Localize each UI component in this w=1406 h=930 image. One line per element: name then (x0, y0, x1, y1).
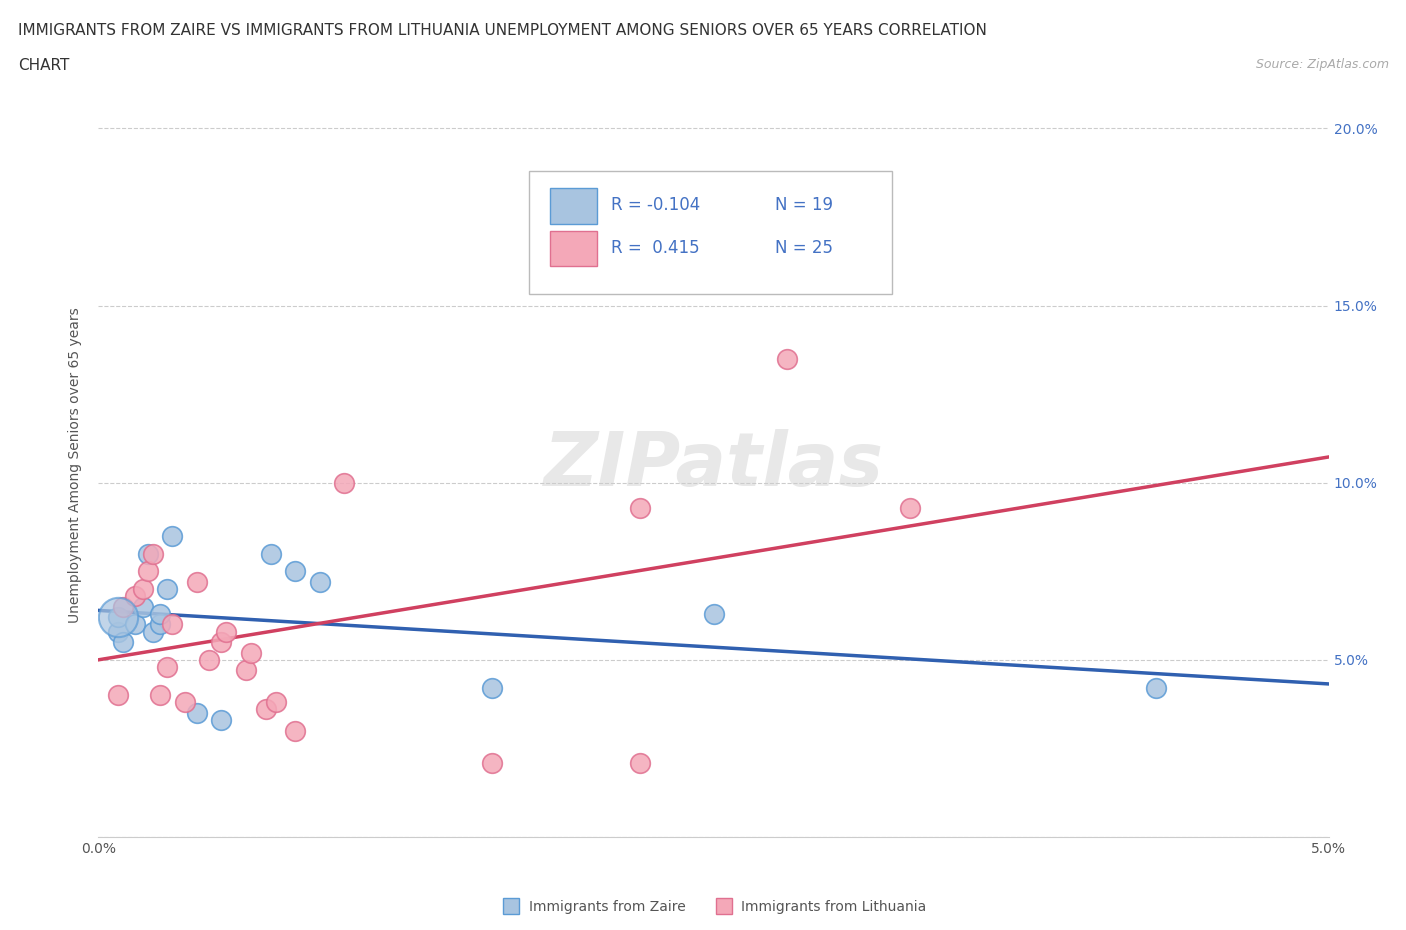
Point (142, 624, 165, 639)
Point (112, 634, 135, 649)
Point (284, 724, 307, 738)
FancyBboxPatch shape (550, 188, 596, 224)
Point (309, 575, 332, 590)
Point (132, 599, 155, 614)
Point (149, 606, 172, 621)
Point (149, 617, 172, 631)
Text: R =  0.415: R = 0.415 (612, 239, 700, 257)
Point (481, 755, 503, 770)
Text: CHART: CHART (18, 58, 70, 73)
Point (239, 645, 263, 660)
Point (703, 606, 725, 621)
Point (107, 610, 129, 625)
Point (107, 610, 129, 625)
Text: N = 19: N = 19 (775, 196, 834, 214)
Point (156, 659, 179, 674)
Point (124, 617, 146, 631)
Point (142, 546, 165, 561)
Y-axis label: Unemployment Among Seniors over 65 years: Unemployment Among Seniors over 65 years (69, 307, 83, 623)
Point (211, 712, 233, 727)
Point (260, 546, 283, 561)
Text: IMMIGRANTS FROM ZAIRE VS IMMIGRANTS FROM LITHUANIA UNEMPLOYMENT AMONG SENIORS OV: IMMIGRANTS FROM ZAIRE VS IMMIGRANTS FROM… (18, 23, 987, 38)
Point (776, 352, 799, 366)
Point (900, 500, 922, 515)
FancyBboxPatch shape (529, 171, 891, 294)
Point (162, 617, 183, 631)
Point (162, 528, 183, 543)
Point (156, 581, 179, 596)
Text: R = -0.104: R = -0.104 (612, 196, 700, 214)
Point (284, 564, 307, 578)
Point (132, 581, 155, 596)
Point (333, 475, 356, 490)
Legend: Immigrants from Zaire, Immigrants from Lithuania: Immigrants from Zaire, Immigrants from L… (495, 895, 932, 920)
Text: ZIPatlas: ZIPatlas (544, 429, 883, 501)
Point (173, 695, 195, 710)
Point (481, 681, 503, 696)
Point (254, 702, 277, 717)
Point (107, 688, 129, 703)
FancyBboxPatch shape (550, 231, 596, 266)
Text: N = 25: N = 25 (775, 239, 834, 257)
Point (136, 564, 159, 578)
Point (628, 755, 651, 770)
Point (1144, 681, 1167, 696)
Point (124, 589, 146, 604)
Point (235, 663, 257, 678)
Point (186, 706, 208, 721)
Point (264, 695, 287, 710)
Point (186, 575, 208, 590)
Point (149, 688, 172, 703)
Point (211, 634, 233, 649)
Point (215, 624, 238, 639)
Point (112, 599, 135, 614)
Point (107, 624, 129, 639)
Point (136, 546, 159, 561)
Point (198, 653, 221, 668)
Text: Source: ZipAtlas.com: Source: ZipAtlas.com (1256, 58, 1389, 71)
Point (628, 500, 651, 515)
